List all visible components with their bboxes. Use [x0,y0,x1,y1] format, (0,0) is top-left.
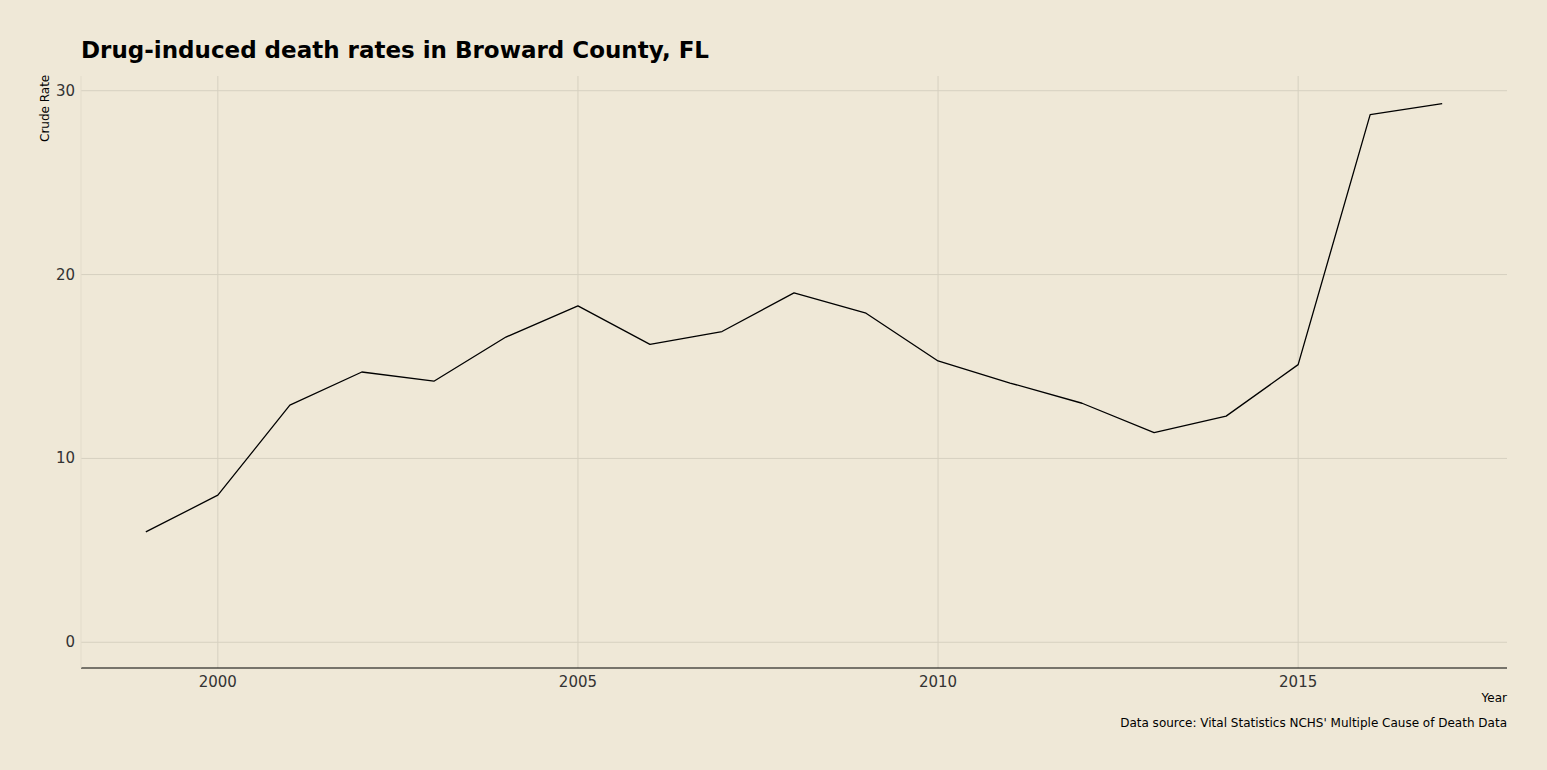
title: Drug-induced death rates in Broward Coun… [81,37,709,63]
background [0,0,1547,770]
y-grid [81,458,1507,459]
y-grid [81,274,1507,275]
y-tick-label: 30 [56,82,75,100]
x-tick-label: 2015 [1279,673,1317,691]
y-tick-label: 0 [65,633,75,651]
source: Data source: Vital Statistics NCHS' Mult… [1120,716,1507,730]
x-tick-label: 2010 [919,673,957,691]
plot-area [146,104,1442,532]
y-grid [81,90,1507,91]
x-axis [81,667,1507,668]
x-tick-label: 2000 [199,673,237,691]
x-grid [938,76,939,668]
x-label: Year [1481,691,1507,705]
line [146,104,1442,532]
y-tick-label: 20 [56,266,75,284]
chart: 0 10 20 30 2000 2005 2010 2015 Drug-induced deat… [0,0,1547,770]
x-grid [217,76,218,668]
y-label: Crude Rate [38,75,52,142]
y-tick-label: 10 [56,449,75,467]
x-grid [1298,76,1299,668]
x-grid [577,76,578,668]
y-axis [81,76,82,668]
y-grid [81,642,1507,643]
x-tick-label: 2005 [559,673,597,691]
